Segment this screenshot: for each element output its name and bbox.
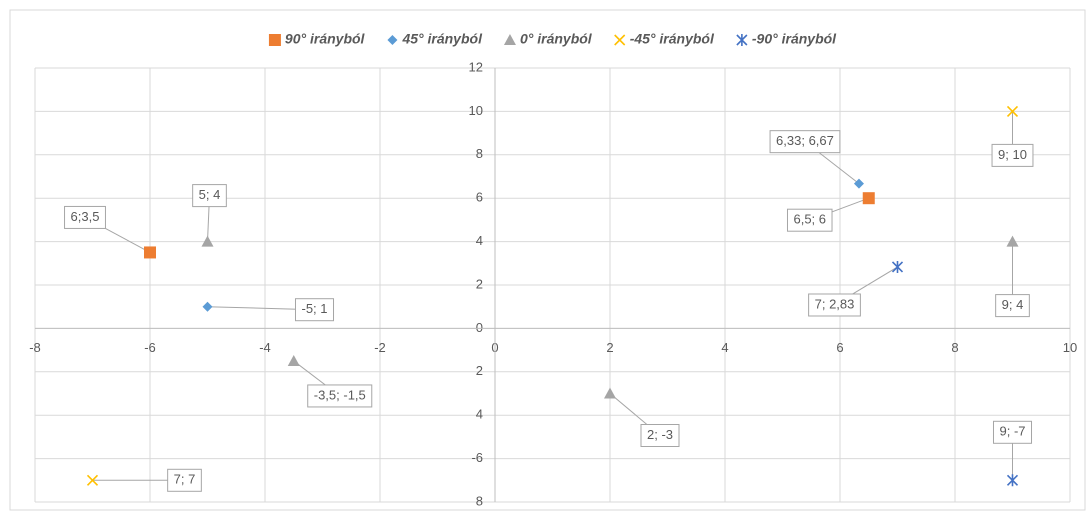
data-label: 2; -3 — [647, 427, 673, 442]
point — [604, 387, 616, 399]
point — [891, 260, 904, 273]
y-tick-label: 0 — [476, 320, 483, 335]
data-label-box — [769, 130, 841, 154]
point — [287, 354, 300, 366]
data-label: 6;3,5 — [71, 209, 100, 224]
y-tick-label: 12 — [469, 59, 483, 74]
y-tick-label: 4 — [476, 407, 483, 422]
y-tick-label: 6 — [476, 190, 483, 205]
point — [144, 246, 156, 259]
x-tick-label: 10 — [1063, 340, 1077, 355]
data-label: 6,33; 6,67 — [776, 133, 834, 148]
point — [202, 301, 213, 312]
x-tick-label: -6 — [144, 340, 156, 355]
x-tick-label: -8 — [29, 340, 41, 355]
marks — [86, 105, 1019, 487]
data-label-box — [991, 143, 1034, 167]
data-label: 9; 4 — [1002, 297, 1024, 312]
y-tick-label: 8 — [476, 146, 483, 161]
legend-marker — [387, 35, 398, 45]
data-labels: 6;3,5 6,5; 6 -5; 1 6,33; 6,67 5; 4 -3,5; -1,5… — [64, 111, 1034, 492]
data-label-box — [995, 294, 1030, 318]
legend-item: 45° irányból — [387, 31, 483, 47]
legend-item: -45° irányból — [614, 31, 715, 47]
x-tick-label: 2 — [606, 340, 613, 355]
x-tick-label: 6 — [836, 340, 843, 355]
y-tick-label: 8 — [476, 493, 483, 508]
data-label: 6,5; 6 — [793, 212, 826, 227]
data-label: 7; 2,83 — [815, 296, 855, 311]
y-tick-label: 2 — [476, 363, 483, 378]
x-tick-label: 8 — [951, 340, 958, 355]
data-label: 9; -7 — [999, 424, 1025, 439]
data-label-box — [64, 205, 106, 229]
legend-item: 0° irányból — [503, 31, 593, 47]
legend-item: -90° irányból — [736, 31, 837, 47]
data-label-box — [294, 298, 335, 322]
point — [1006, 105, 1019, 117]
legend-marker — [503, 34, 516, 45]
legend-label: 90° irányból — [285, 31, 366, 47]
legend-label: 0° irányból — [520, 31, 593, 47]
x-tick-label: -2 — [374, 340, 386, 355]
point — [201, 235, 214, 247]
data-label-box — [808, 293, 861, 317]
data-label: -5; 1 — [301, 301, 327, 316]
legend-marker — [268, 34, 281, 46]
y-tick-label: 2 — [476, 276, 483, 291]
x-tick-label: -4 — [259, 340, 271, 355]
point — [86, 474, 99, 486]
x-tick-label: 4 — [721, 340, 728, 355]
legend-label: 45° irányból — [401, 31, 483, 47]
point — [1006, 474, 1019, 487]
legend: 90° irányból 45° irányból 0° irányból -45° … — [268, 31, 837, 47]
point — [1006, 235, 1019, 247]
legend-label: -90° irányból — [752, 31, 837, 47]
data-label-box — [192, 184, 227, 208]
data-label: 9; 10 — [998, 147, 1027, 162]
data-label: 7; 7 — [174, 472, 196, 487]
data-label-box — [167, 468, 202, 492]
chart-border — [9, 9, 1086, 511]
legend-label: -45° irányból — [630, 31, 715, 47]
data-label-box — [786, 208, 833, 232]
point — [862, 192, 875, 205]
point — [853, 178, 864, 189]
data-label-box — [307, 384, 373, 408]
y-tick-label: -6 — [471, 450, 483, 465]
data-label-box — [640, 424, 680, 447]
data-label-box — [992, 420, 1033, 444]
legend-marker — [614, 34, 626, 46]
y-tick-label: 4 — [476, 233, 483, 248]
data-label: 5; 4 — [199, 187, 221, 202]
legend-marker — [736, 34, 748, 46]
y-tick-label: 10 — [469, 103, 483, 118]
data-label: -3,5; -1,5 — [314, 387, 366, 402]
legend-item: 90° irányból — [268, 31, 366, 47]
